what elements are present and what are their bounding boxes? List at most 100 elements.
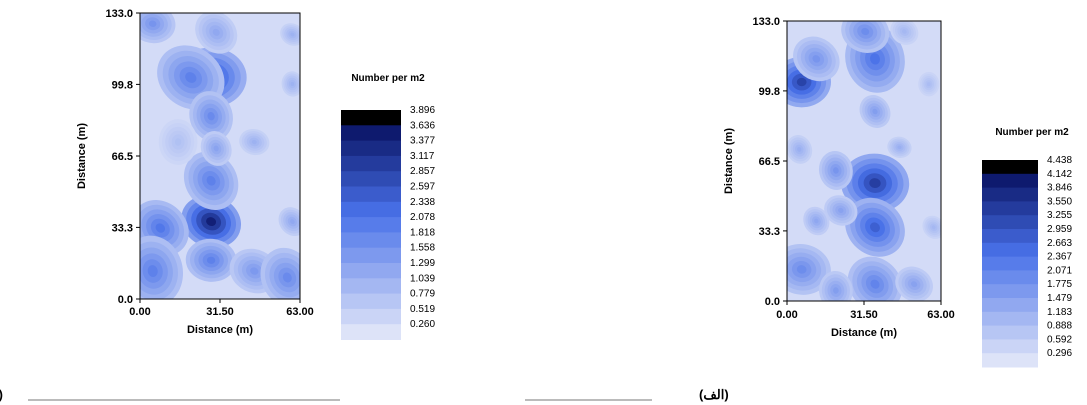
legend-label: 0.779 <box>410 289 435 300</box>
legend-label: 4.142 <box>1047 169 1072 180</box>
y-tick-label: 66.5 <box>759 156 780 168</box>
chart-panel-b: 0.0 33.3 66.5 99.8 133.0 0.00 31.50 63.00 Distan… <box>0 8 435 402</box>
x-tick-label: 0.00 <box>776 309 797 321</box>
legend-swatch <box>982 270 1038 285</box>
legend-label: 1.775 <box>1047 279 1072 290</box>
legend-label: 2.857 <box>410 166 435 177</box>
panel-label: (الف) <box>699 387 729 402</box>
contour-region <box>212 28 220 36</box>
y-tick-label: 33.3 <box>759 226 780 238</box>
heatmap-cells <box>787 21 941 301</box>
legend-label: 0.888 <box>1047 321 1072 332</box>
contour-region <box>282 272 292 283</box>
y-tick-label: 133.0 <box>752 16 780 28</box>
x-tick-label: 0.00 <box>129 306 150 318</box>
legend-swatch <box>982 242 1038 258</box>
y-tick-label: 33.3 <box>112 222 133 234</box>
legend-swatch <box>982 215 1038 230</box>
legend-swatch <box>341 293 401 310</box>
contour-region <box>837 207 844 214</box>
legend-swatch <box>982 284 1038 299</box>
panel-label: (ب) <box>0 387 3 402</box>
x-axis-title: Distance (m) <box>831 327 897 339</box>
contour-region <box>290 32 295 37</box>
contour-region <box>797 147 802 152</box>
contour-region <box>796 265 807 274</box>
legend-label: 3.636 <box>410 120 435 131</box>
x-axis-title: Distance (m) <box>187 324 253 336</box>
legend-swatch <box>982 173 1038 189</box>
legend-swatch <box>982 160 1038 175</box>
x-tick-label: 31.50 <box>850 309 878 321</box>
legend-label: 2.597 <box>410 182 435 193</box>
legend-swatch <box>982 229 1038 244</box>
legend-swatch <box>341 308 401 325</box>
legend-swatch <box>341 247 401 264</box>
contour-region <box>869 178 881 189</box>
legend-swatch <box>982 256 1038 271</box>
contour-region <box>796 77 807 87</box>
y-tick-label: 66.5 <box>112 151 133 163</box>
contour-region <box>174 138 182 146</box>
contour-region <box>148 20 157 27</box>
legend-swatch <box>341 278 401 295</box>
y-tick-label: 99.8 <box>112 79 133 91</box>
contour-region <box>814 218 819 224</box>
legend-swatch <box>341 171 401 187</box>
contour-region <box>861 27 870 36</box>
legend-swatch <box>341 217 401 233</box>
contour-region <box>290 219 295 224</box>
x-tick-label: 63.00 <box>927 309 955 321</box>
legend-label: 2.367 <box>1047 252 1072 263</box>
contour-region <box>927 82 931 87</box>
legend-swatch <box>341 232 401 249</box>
y-axis-title: Distance (m) <box>76 123 88 189</box>
legend-swatch <box>341 155 401 172</box>
contour-region <box>910 281 918 288</box>
legend-label: 4.438 <box>1047 155 1072 166</box>
legend-label: 3.846 <box>1047 183 1072 194</box>
legend-label: 1.039 <box>410 273 435 284</box>
legend-label: 1.299 <box>410 258 435 269</box>
contour-region <box>290 81 295 87</box>
legend-label: 1.479 <box>1047 293 1072 304</box>
legend-swatch <box>341 186 401 203</box>
contour-region <box>870 222 880 233</box>
legend-swatch <box>982 187 1038 202</box>
y-tick-label: 0.0 <box>118 294 133 306</box>
x-tick-label: 31.50 <box>206 306 234 318</box>
legend-label: 1.818 <box>410 227 435 238</box>
legend-swatch <box>982 353 1038 368</box>
contour-region <box>251 139 257 145</box>
legend-swatch <box>982 298 1038 313</box>
legend-swatch <box>341 324 401 340</box>
legend-swatch <box>341 263 401 279</box>
contour-region <box>206 256 216 264</box>
legend-label: 0.260 <box>410 319 435 330</box>
legend-swatch <box>341 140 401 157</box>
legend-label: 1.183 <box>1047 307 1072 318</box>
contour-region <box>812 55 821 63</box>
contour-region <box>147 265 158 277</box>
legend-swatch <box>982 325 1038 340</box>
contour-region <box>902 29 907 34</box>
contour-region <box>207 112 215 121</box>
chart-panel-alef: 0.0 33.3 66.5 99.8 133.0 0.00 31.50 63.00 Distan… <box>525 16 1072 402</box>
legend-label: 2.071 <box>1047 265 1072 276</box>
contour-region <box>185 72 197 83</box>
y-tick-label: 0.0 <box>765 296 780 308</box>
contour-region <box>833 287 839 294</box>
legend-label: 2.338 <box>410 197 435 208</box>
legend-label: 1.558 <box>410 243 435 254</box>
contour-region <box>870 53 880 65</box>
contour-region <box>155 223 166 233</box>
legend-label: 0.296 <box>1047 348 1072 359</box>
legend-label: 3.896 <box>410 105 435 116</box>
legend-title: Number per m2 <box>351 73 425 84</box>
contour-region <box>206 217 217 226</box>
legend-swatch <box>341 110 401 126</box>
y-axis-title: Distance (m) <box>723 128 735 194</box>
y-tick-label: 133.0 <box>105 8 133 20</box>
contour-region <box>206 175 216 186</box>
legend-swatch <box>982 201 1038 216</box>
